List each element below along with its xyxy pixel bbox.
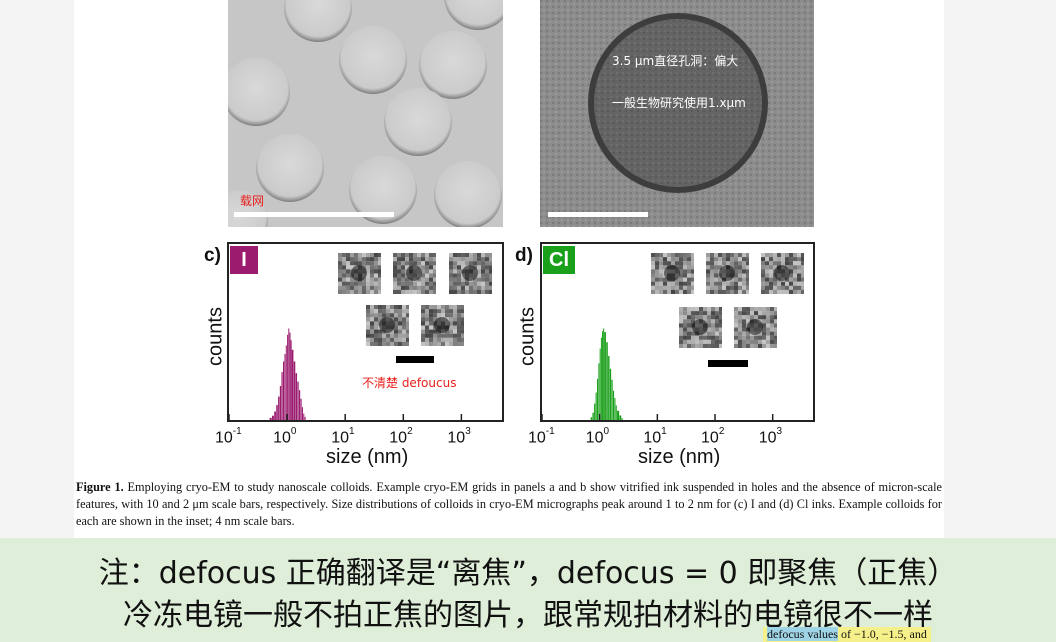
histogram-bar (297, 381, 299, 420)
colloid-inset-image (338, 253, 381, 294)
histogram-bar (282, 361, 285, 420)
inset-scale-bar-d (708, 360, 748, 367)
histogram-bar (295, 373, 298, 420)
x-tick-label: 10-1 (528, 426, 555, 447)
histogram-c (229, 328, 463, 420)
histogram-bar (293, 361, 296, 420)
histogram-bar (303, 413, 305, 420)
x-tick-label: 101 (331, 426, 355, 447)
annotation-b-line2: 一般生物研究使用1.xµm (612, 96, 746, 110)
micrograph-b: 3.5 µm直径孔洞：偏大 一般生物研究使用1.xµm (540, 0, 814, 227)
histogram-bar (291, 349, 294, 420)
histogram-bar (614, 398, 616, 420)
colloid-inset-image (761, 253, 804, 294)
xlabel-c: size (nm) (326, 446, 409, 468)
figure-caption: Figure 1. Employing cryo-EM to study nan… (76, 479, 942, 530)
histogram-bar (301, 407, 303, 420)
histogram-bar (298, 390, 301, 420)
histogram-bar (602, 331, 604, 420)
histogram-bar (603, 328, 605, 420)
histogram-bar (592, 412, 594, 420)
histogram-bar (300, 398, 302, 420)
colloid-inset-image (393, 253, 436, 294)
colloid-inset-image (651, 253, 694, 294)
ylabel-d: counts (516, 307, 539, 366)
x-tick-label: 103 (758, 426, 783, 447)
histogram-bar (276, 405, 278, 420)
histogram-bar (604, 332, 606, 420)
scale-bar-a (234, 212, 394, 217)
x-tick-label: 101 (643, 426, 667, 447)
colloid-inset-image (679, 307, 722, 348)
histogram-bar (597, 378, 599, 420)
annotation-c: 不清楚 defoucus (362, 376, 457, 390)
xlabel-d: size (nm) (638, 446, 721, 468)
micrograph-a-holes (228, 0, 503, 227)
scale-bar-b (548, 212, 648, 217)
histogram-d (542, 328, 774, 420)
histogram-bar (606, 342, 608, 420)
micrograph-b-hole (540, 0, 814, 227)
banner-line-1: 注：defocus 正确翻译是“离焦”，defocus = 0 即聚焦（正焦） (98, 556, 958, 591)
micrograph-a: 载网 (228, 0, 503, 227)
ylabel-c: counts (204, 307, 227, 366)
histogram-bar (611, 379, 613, 420)
snippet-rest: of −1.0, −1.5, and (837, 627, 927, 641)
histogram-bar (304, 416, 306, 420)
histogram-bar (600, 337, 602, 420)
histogram-bar (609, 368, 612, 420)
annotation-b-line1: 3.5 µm直径孔洞：偏大 (612, 54, 739, 68)
x-tick-label: 103 (447, 426, 471, 447)
annotation-a: 载网 (240, 194, 265, 208)
histogram-bar (289, 332, 291, 420)
histogram-bar (594, 403, 596, 420)
histogram-bar (615, 405, 617, 420)
histogram-bar (278, 396, 280, 420)
highlighted-text-snippet: defocus values of −1.0, −1.5, and (763, 627, 931, 642)
histogram-bar (281, 372, 283, 420)
histogram-bar (598, 363, 600, 420)
histogram-bar (590, 417, 593, 420)
histogram-bar (617, 410, 620, 420)
badge-c: I (230, 246, 258, 274)
panel-c-letter: c) (204, 245, 221, 266)
histogram-bar (621, 418, 623, 420)
histogram-bar (595, 392, 597, 420)
histogram-bar (279, 385, 282, 420)
snippet-highlight: defocus values (767, 627, 838, 641)
colloid-inset-image (706, 253, 749, 294)
panel-d-letter: d) (515, 245, 533, 266)
colloid-inset-image (734, 307, 777, 348)
colloid-inset-image (366, 305, 409, 346)
histogram-bar (599, 348, 601, 420)
colloid-inset-image (449, 253, 492, 294)
histogram-bar (288, 328, 290, 420)
histogram-bar (608, 355, 610, 420)
x-tick-label: 102 (701, 426, 725, 447)
caption-label: Figure 1. (76, 480, 124, 494)
colloid-inset-image (421, 305, 464, 346)
histogram-bar (284, 354, 286, 420)
histogram-bar (269, 417, 272, 420)
histogram-bar (274, 411, 276, 420)
histogram-bar (619, 415, 622, 420)
x-tick-label: 102 (389, 426, 413, 447)
histogram-bar (612, 390, 615, 420)
x-tick-label: 100 (585, 426, 610, 447)
histogram-bar (290, 340, 292, 420)
x-tick-label: 10-1 (215, 426, 242, 447)
x-tick-label: 100 (273, 426, 297, 447)
annotation-banner: 注：defocus 正确翻译是“离焦”，defocus = 0 即聚焦（正焦） … (0, 538, 1056, 642)
histogram-bar (272, 415, 274, 420)
histogram-bar (285, 345, 287, 420)
caption-text: Employing cryo-EM to study nanoscale col… (76, 480, 943, 528)
histogram-bar (287, 334, 289, 420)
badge-d: Cl (543, 246, 575, 274)
inset-scale-bar-c (396, 356, 434, 363)
